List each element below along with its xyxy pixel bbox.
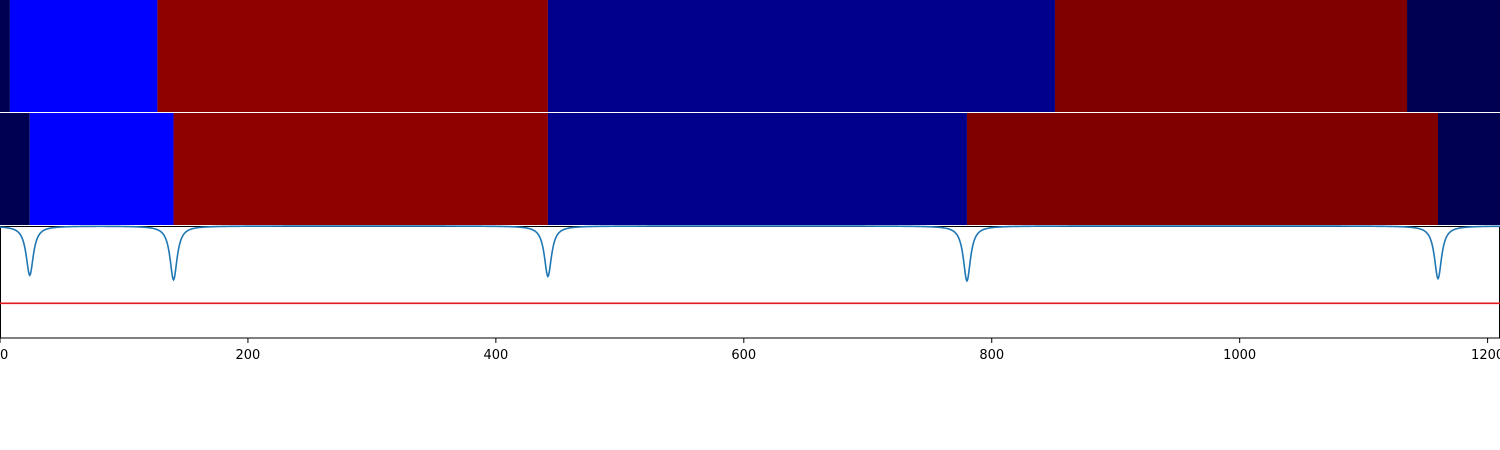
heatmap-segment xyxy=(0,113,30,225)
x-tick-label: 600 xyxy=(731,348,756,363)
heatmap-segment xyxy=(173,113,548,225)
x-axis: 0 200 400 600 800 1000 1200 xyxy=(0,338,1500,363)
x-tick-label: 0 xyxy=(0,348,8,363)
x-tick-label: 800 xyxy=(979,348,1004,363)
signal-line xyxy=(0,225,1500,283)
heatmap-segment xyxy=(0,0,10,112)
heatmap-segment xyxy=(29,113,174,225)
line-panel-bottom xyxy=(0,225,1500,339)
heatmap-segment xyxy=(547,0,1055,112)
heatmap-segment xyxy=(1407,0,1500,112)
heatmap-segment xyxy=(1438,113,1500,225)
line-panel-frame xyxy=(0,226,1500,339)
heatmap-segment xyxy=(547,113,967,225)
heatmap-segment xyxy=(1054,0,1408,112)
heatmap-panel-middle xyxy=(0,113,1500,225)
x-tick-label: 1200 xyxy=(1471,348,1500,363)
heatmap-segment xyxy=(157,0,548,112)
heatmap-segment xyxy=(9,0,158,112)
heatmap-segment xyxy=(966,113,1439,225)
heatmap-panel-top xyxy=(0,0,1500,112)
x-tick-label: 400 xyxy=(483,348,508,363)
x-tick-label: 200 xyxy=(236,348,261,363)
x-tick-label: 1000 xyxy=(1223,348,1256,363)
